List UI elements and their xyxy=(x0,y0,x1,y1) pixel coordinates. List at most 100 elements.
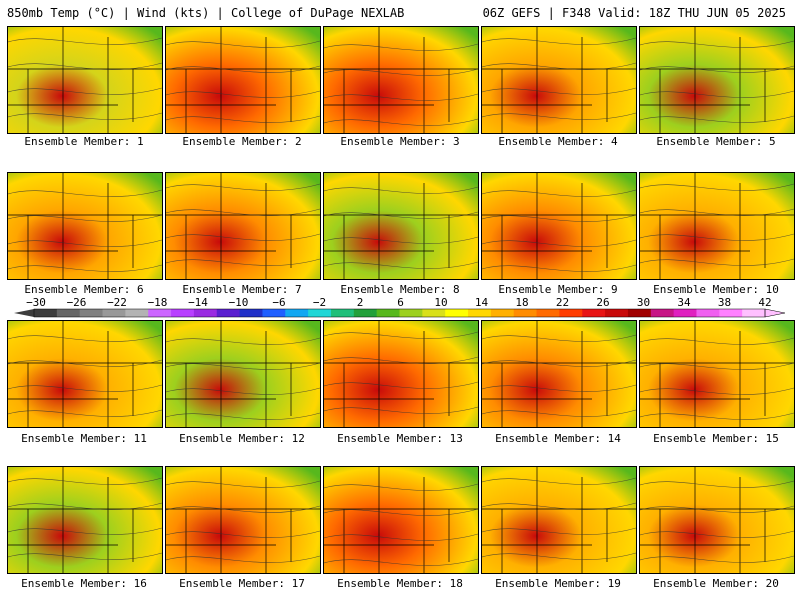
ensemble-member-map xyxy=(323,466,479,574)
wind-streamlines xyxy=(166,337,320,420)
state-borders xyxy=(482,27,636,133)
state-borders xyxy=(166,173,320,279)
colorbar-segment xyxy=(148,309,172,317)
ensemble-member-map xyxy=(323,172,479,280)
colorbar-segment xyxy=(490,309,515,317)
ensemble-member-label: Ensemble Member: 9 xyxy=(498,283,618,296)
state-borders xyxy=(640,173,794,279)
colorbar-tick-label: −6 xyxy=(272,296,286,309)
colorbar-tick-label: 14 xyxy=(474,296,489,309)
state-borders xyxy=(640,467,794,573)
wind-streamlines xyxy=(8,477,162,560)
temperature-field xyxy=(166,173,320,279)
colorbar-tick-label: 26 xyxy=(596,296,610,309)
ensemble-member-map xyxy=(639,26,795,134)
wind-streamlines xyxy=(482,189,636,272)
ensemble-member-label: Ensemble Member: 18 xyxy=(337,577,463,590)
state-borders xyxy=(324,321,478,427)
colorbar-segment xyxy=(308,309,332,317)
ensemble-member-label: Ensemble Member: 2 xyxy=(182,135,302,148)
colorbar-segment xyxy=(742,309,766,317)
temperature-field xyxy=(324,27,478,133)
wind-streamlines xyxy=(8,189,162,272)
colorbar-tick-label: 18 xyxy=(515,296,529,309)
ensemble-member-label: Ensemble Member: 14 xyxy=(495,432,621,445)
state-borders xyxy=(8,27,162,133)
state-borders xyxy=(482,321,636,427)
colorbar-tick-label: 22 xyxy=(555,296,570,309)
temperature-field xyxy=(482,27,636,133)
ensemble-member-label: Ensemble Member: 5 xyxy=(656,135,776,148)
state-borders xyxy=(8,173,162,279)
colorbar-min-arrow xyxy=(14,309,34,317)
colorbar-tick-label: 34 xyxy=(677,296,691,309)
temperature-field xyxy=(8,173,162,279)
ensemble-member-label: Ensemble Member: 4 xyxy=(498,135,618,148)
colorbar-segment xyxy=(239,309,263,317)
temperature-field xyxy=(8,467,162,573)
ensemble-member-label: Ensemble Member: 19 xyxy=(495,577,621,590)
ensemble-member-map xyxy=(165,172,321,280)
temperature-field xyxy=(166,27,320,133)
wind-streamlines xyxy=(324,483,478,566)
state-borders xyxy=(482,173,636,279)
ensemble-member-label: Ensemble Member: 12 xyxy=(179,432,305,445)
state-borders xyxy=(324,467,478,573)
temperature-field xyxy=(482,467,636,573)
state-borders xyxy=(166,27,320,133)
colorbar-segment xyxy=(719,309,743,317)
colorbar-segment xyxy=(330,309,355,317)
colorbar-segment xyxy=(56,309,81,317)
wind-streamlines xyxy=(8,334,162,417)
wind-streamlines xyxy=(166,480,320,563)
ensemble-member-map xyxy=(481,26,637,134)
colorbar-tick-label: 30 xyxy=(636,296,651,309)
wind-streamlines xyxy=(482,37,636,120)
colorbar-segment xyxy=(627,309,652,317)
ensemble-member-map xyxy=(323,26,479,134)
colorbar-segment xyxy=(399,309,423,317)
ensemble-member-label: Ensemble Member: 17 xyxy=(179,577,305,590)
colorbar-tick-label: 10 xyxy=(434,296,448,309)
colorbar-tick-label: −30 xyxy=(26,296,46,309)
temperature-field xyxy=(640,27,794,133)
colorbar-segment xyxy=(422,309,446,317)
colorbar-segment xyxy=(582,309,606,317)
temperature-field xyxy=(324,467,478,573)
colorbar-tick-label: −18 xyxy=(147,296,168,309)
state-borders xyxy=(640,321,794,427)
wind-streamlines xyxy=(324,43,478,126)
colorbar-segment xyxy=(193,309,218,317)
colorbar-tick-label: −10 xyxy=(228,296,249,309)
wind-streamlines xyxy=(166,183,320,266)
colorbar-tick-label: 2 xyxy=(356,296,364,309)
wind-streamlines xyxy=(8,37,162,120)
ensemble-member-map xyxy=(165,320,321,428)
ensemble-member-map xyxy=(7,26,163,134)
colorbar-segment xyxy=(559,309,583,317)
ensemble-member-map xyxy=(7,172,163,280)
ensemble-member-label: Ensemble Member: 8 xyxy=(340,283,460,296)
wind-streamlines xyxy=(166,40,320,123)
ensemble-member-map xyxy=(481,466,637,574)
ensemble-member-map xyxy=(639,466,795,574)
ensemble-member-map xyxy=(7,320,163,428)
ensemble-member-label: Ensemble Member: 11 xyxy=(21,432,147,445)
temperature-field xyxy=(482,173,636,279)
wind-streamlines xyxy=(640,183,794,266)
colorbar-segment xyxy=(125,309,149,317)
wind-streamlines xyxy=(640,337,794,420)
colorbar-segment xyxy=(513,309,538,317)
ensemble-member-label: Ensemble Member: 10 xyxy=(653,283,779,296)
ensemble-member-map xyxy=(481,320,637,428)
colorbar-segment xyxy=(353,309,378,317)
colorbar-tick-label: −22 xyxy=(107,296,127,309)
colorbar-segment xyxy=(216,309,241,317)
temperature-colorbar xyxy=(14,308,786,318)
colorbar-tick-label: 38 xyxy=(717,296,732,309)
colorbar-segment xyxy=(673,309,697,317)
ensemble-member-label: Ensemble Member: 13 xyxy=(337,432,463,445)
colorbar-segment xyxy=(285,309,309,317)
map-title: 850mb Temp (°C) | Wind (kts) | College o… xyxy=(7,6,405,20)
temperature-field xyxy=(8,27,162,133)
